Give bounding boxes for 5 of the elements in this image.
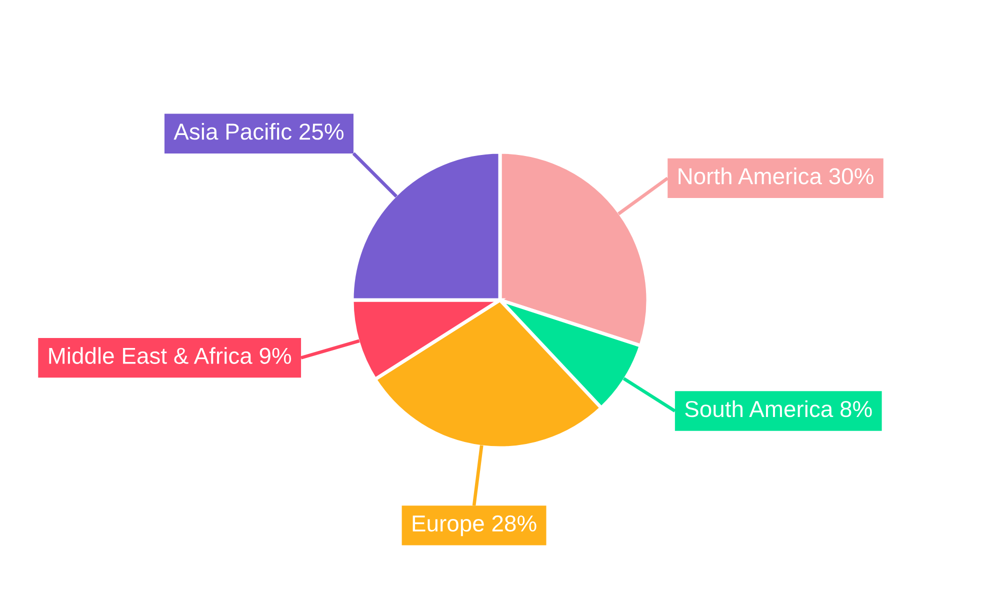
slice-label: North America 30%: [678, 168, 874, 184]
slice-label: Europe 28%: [412, 515, 536, 536]
slice-label: South America 8%: [685, 400, 872, 418]
slice-label: Middle East & Africa 9%: [49, 347, 292, 364]
slice-label: Asia Pacific 25%: [174, 122, 344, 140]
